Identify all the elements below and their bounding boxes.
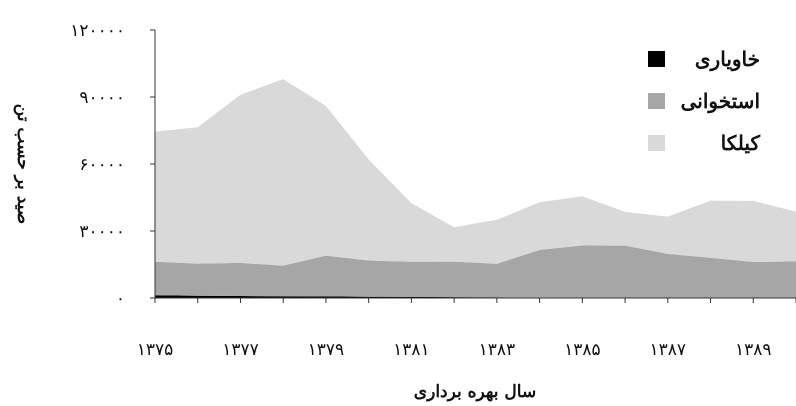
x-tick-label: ۱۳۸۳ [479, 340, 516, 360]
x-axis-ticks: ۱۳۷۵ ۱۳۷۷ ۱۳۷۹ ۱۳۸۱ ۱۳۸۳ ۱۳۸۵ ۱۳۸۷ ۱۳۸۹ [137, 298, 796, 360]
x-tick-label: ۱۳۸۵ [564, 340, 601, 360]
y-tick-label: ۱۲۰۰۰۰ [70, 21, 125, 41]
y-tick-label: ۳۰۰۰۰ [79, 222, 125, 242]
x-tick-label: ۱۳۸۱ [393, 340, 430, 360]
legend-label-2: کیلکا [721, 131, 761, 155]
x-tick-label: ۱۳۷۹ [308, 340, 345, 360]
legend-swatch-1 [648, 93, 665, 109]
x-tick-label: ۱۳۷۵ [137, 340, 174, 360]
x-tick-label: ۱۳۷۷ [222, 340, 259, 360]
area-series-2 [155, 79, 796, 266]
y-axis-ticks: ۰ ۳۰۰۰۰ ۶۰۰۰۰ ۹۰۰۰۰ ۱۲۰۰۰۰ [70, 21, 155, 309]
x-tick-label: ۱۳۸۹ [735, 340, 772, 360]
legend-label-0: خاویاری [695, 47, 760, 72]
legend-swatch-0 [648, 51, 665, 67]
legend-label-1: استخوانی [681, 89, 760, 114]
y-tick-label: ۹۰۰۰۰ [79, 88, 125, 108]
legend: خاویاری استخوانی کیلکا [648, 47, 760, 155]
x-axis-title: سال بهره برداری [414, 382, 536, 402]
y-tick-label: ۶۰۰۰۰ [79, 155, 125, 175]
legend-swatch-2 [648, 135, 665, 151]
x-tick-label: ۱۳۸۷ [650, 340, 687, 360]
area-series-1 [155, 245, 796, 298]
y-axis-title: صید بر حسب تن [13, 104, 33, 224]
y-tick-label: ۰ [116, 289, 125, 309]
stacked-areas [155, 79, 796, 298]
area-series-0 [155, 295, 796, 298]
